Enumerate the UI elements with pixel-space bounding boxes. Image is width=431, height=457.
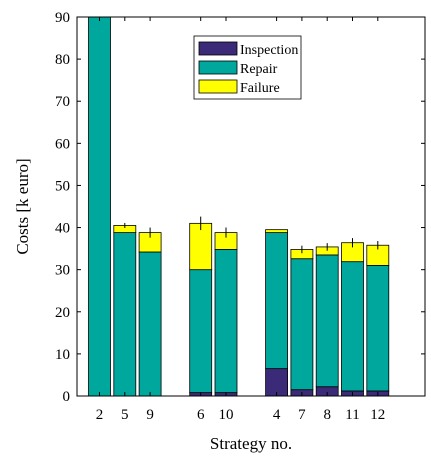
y-tick-label-70: 70 bbox=[55, 94, 70, 110]
legend-label-inspection: Inspection bbox=[240, 43, 298, 58]
bar-4-inspection bbox=[265, 368, 289, 397]
y-tick-label-60: 60 bbox=[55, 136, 70, 152]
y-tick-label-80: 80 bbox=[55, 52, 70, 68]
bar-10-repair bbox=[214, 249, 238, 394]
x-tick-label-12: 12 bbox=[370, 407, 385, 423]
bar-12-repair bbox=[366, 265, 390, 392]
x-tick-label-11: 11 bbox=[345, 407, 359, 423]
bar-11-repair bbox=[341, 261, 364, 392]
legend-swatch-failure bbox=[198, 79, 238, 94]
y-tick-label-10: 10 bbox=[55, 347, 70, 363]
legend-swatch-repair bbox=[198, 60, 238, 75]
x-tick-label-2: 2 bbox=[96, 407, 104, 423]
y-tick-label-90: 90 bbox=[55, 10, 70, 26]
bar-5-repair bbox=[113, 232, 137, 397]
x-tick-label-8: 8 bbox=[323, 407, 331, 423]
x-tick-label-5: 5 bbox=[121, 407, 129, 423]
bar-4-repair bbox=[265, 232, 289, 370]
bar-2-repair bbox=[88, 16, 111, 397]
legend-label-failure: Failure bbox=[240, 81, 280, 96]
plot-frame bbox=[76, 16, 426, 397]
legend-label-repair: Repair bbox=[240, 62, 278, 77]
y-tick-label-30: 30 bbox=[55, 263, 70, 279]
bar-6-failure bbox=[189, 222, 213, 271]
bars-layer bbox=[88, 16, 390, 397]
legend-swatch-inspection bbox=[198, 41, 238, 56]
y-tick-label-20: 20 bbox=[55, 305, 70, 321]
y-tick-label-50: 50 bbox=[55, 178, 70, 194]
y-tick-label-40: 40 bbox=[55, 221, 70, 237]
bar-8-repair bbox=[315, 254, 339, 388]
error-bars-layer bbox=[124, 216, 379, 254]
x-tick-label-9: 9 bbox=[146, 407, 154, 423]
legend: Inspection Repair Failure bbox=[193, 35, 302, 100]
x-tick-label-6: 6 bbox=[197, 407, 205, 423]
x-axis-label: Strategy no. bbox=[210, 434, 292, 453]
y-axis-label: Costs [k euro] bbox=[13, 158, 32, 254]
bar-7-repair bbox=[290, 258, 314, 391]
axes-layer: 0 10 20 30 40 50 60 70 80 90 2 5 9 6 10 4 7 8 11 12 bbox=[55, 10, 426, 423]
x-tick-label-7: 7 bbox=[298, 407, 306, 423]
bar-4-failure bbox=[265, 229, 289, 234]
x-tick-label-10: 10 bbox=[219, 407, 234, 423]
y-tick-label-0: 0 bbox=[63, 389, 71, 405]
bar-9-repair bbox=[138, 251, 162, 397]
bar-6-repair bbox=[189, 269, 213, 394]
x-tick-label-4: 4 bbox=[273, 407, 281, 423]
